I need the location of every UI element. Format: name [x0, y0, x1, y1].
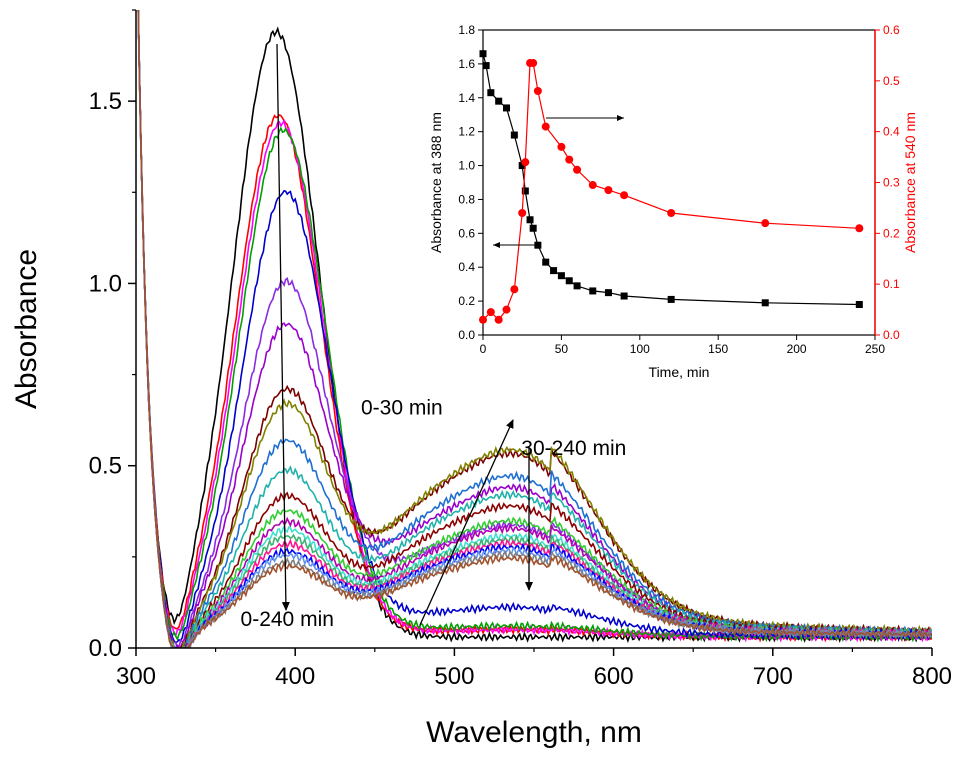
- inset-data-point: [604, 186, 613, 195]
- inset-data-point: [479, 315, 487, 324]
- inset-data-point: [529, 224, 537, 232]
- inset-data-point: [510, 285, 519, 294]
- inset-data-point: [503, 104, 511, 112]
- inset-data-point: [526, 216, 534, 224]
- x-tick-label: 300: [116, 663, 156, 690]
- inset-data-point: [479, 50, 487, 58]
- inset-data-point: [510, 131, 518, 139]
- inset-y-tick-label: 0.0: [458, 328, 475, 342]
- inset-y-tick-label: 1.2: [458, 125, 475, 139]
- spectrum-series-line: [137, 10, 932, 648]
- inset-x-tick-label: 0: [480, 342, 487, 356]
- inset-data-point: [521, 187, 529, 195]
- inset-y-tick-label: 1.0: [458, 159, 475, 173]
- inset-y2-tick-label: 0.2: [883, 226, 900, 240]
- x-tick-label: 500: [434, 663, 474, 690]
- inset-data-point: [495, 97, 503, 105]
- spectrum-series-line: [137, 10, 932, 648]
- inset-data-point: [761, 219, 770, 228]
- inset-data-point: [486, 308, 495, 317]
- inset-data-point: [620, 292, 628, 300]
- inset-data-point: [542, 258, 550, 266]
- inset-data-point: [604, 289, 612, 297]
- inset-y2-axis-title: Absorbance at 540 nm: [902, 112, 918, 253]
- inset-data-point: [557, 272, 565, 280]
- inset-y-tick-label: 1.8: [458, 23, 475, 37]
- inset-y2-tick-label: 0.4: [883, 125, 900, 139]
- inset-y-tick-label: 0.4: [458, 260, 475, 274]
- x-tick-label: 600: [594, 663, 634, 690]
- inset-data-point: [502, 305, 511, 314]
- inset-data-point: [557, 142, 566, 151]
- inset-y-tick-label: 1.4: [458, 91, 475, 105]
- y-tick-label: 0.0: [89, 635, 122, 662]
- inset-y2-tick-label: 0.3: [883, 176, 900, 190]
- inset-y2-tick-label: 0.0: [883, 328, 900, 342]
- inset-data-point: [494, 315, 503, 324]
- inset-y-tick-label: 0.8: [458, 192, 475, 206]
- inset-data-point: [565, 277, 573, 285]
- inset-data-point: [521, 158, 530, 167]
- inset-y2-tick-label: 0.5: [883, 74, 900, 88]
- inset-data-point: [620, 191, 629, 200]
- inset-data-point: [589, 287, 597, 295]
- main-chart-marks: 300 400 500 600 700 8000.00.51.01.5Wavelength…: [10, 9, 952, 749]
- x-axis-title: Wavelength, nm: [426, 716, 642, 749]
- inset-y-tick-label: 1.6: [458, 57, 475, 71]
- inset-data-point: [487, 89, 495, 97]
- main-series-group: [137, 10, 932, 648]
- x-tick-label: 700: [753, 663, 793, 690]
- y-tick-label: 1.5: [89, 88, 122, 115]
- inset-data-point: [550, 267, 558, 275]
- spectrum-series-line: [137, 10, 932, 644]
- inset-y-tick-label: 0.6: [458, 226, 475, 240]
- annotation-label: 30-240 min: [521, 437, 626, 460]
- inset-data-point: [588, 181, 597, 190]
- inset-data-point: [529, 59, 538, 68]
- inset-data-point: [541, 122, 550, 131]
- inset-x-tick-label: 150: [708, 342, 728, 356]
- inset-data-point: [761, 299, 769, 307]
- inset-y2-tick-label: 0.6: [883, 23, 900, 37]
- arrow-0-30-increase: [419, 419, 514, 626]
- inset-x-axis-title: Time, min: [649, 364, 710, 380]
- x-tick-label: 800: [912, 663, 952, 690]
- annotation-label: 0-30 min: [361, 397, 443, 420]
- inset-y-axis-title: Absorbance at 388 nm: [428, 112, 444, 253]
- inset-data-point: [855, 224, 864, 233]
- inset-data-point: [855, 301, 863, 308]
- inset-data-point: [565, 155, 574, 164]
- arrow-0-240-decrease: [276, 43, 290, 611]
- inset-y-tick-label: 0.2: [458, 294, 475, 308]
- inset-data-point: [573, 165, 582, 174]
- inset-data-point: [573, 282, 581, 290]
- y-tick-label: 1.0: [89, 270, 122, 297]
- inset-data-point: [667, 209, 676, 217]
- inset-data-point: [482, 62, 490, 70]
- inset-x-tick-label: 50: [555, 342, 569, 356]
- inset-x-tick-label: 200: [787, 342, 807, 356]
- inset-series-line: [482, 53, 860, 306]
- spectrum-series-line: [137, 10, 932, 648]
- inset-y2-tick-label: 0.1: [883, 277, 900, 291]
- y-axis-title: Absorbance: [10, 249, 43, 409]
- inset-chart-marks: 0 50 100 150 200 2500.00.20.40.60.81.01.21.41…: [428, 23, 918, 380]
- spectrum-series-line: [137, 10, 932, 648]
- inset-x-tick-label: 250: [865, 342, 885, 356]
- inset-data-point: [518, 209, 527, 217]
- inset-data-point: [518, 162, 526, 170]
- inset-data-point: [533, 87, 542, 95]
- x-tick-label: 400: [275, 663, 315, 690]
- y-tick-label: 0.5: [89, 453, 122, 480]
- inset-x-tick-label: 100: [630, 342, 650, 356]
- inset-data-point: [667, 295, 675, 303]
- spectrum-series-line: [137, 10, 932, 648]
- annotation-label: 0-240 min: [241, 608, 334, 631]
